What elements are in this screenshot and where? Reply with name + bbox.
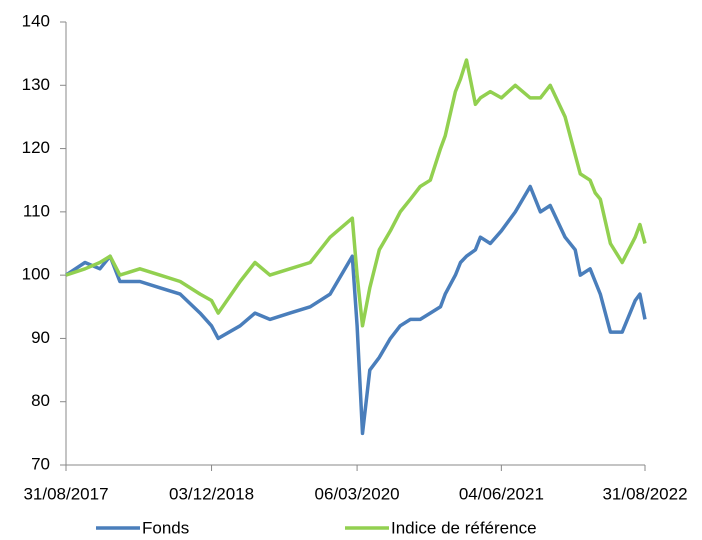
- x-tick-label: 31/08/2017: [23, 484, 108, 503]
- x-tick-label: 31/08/2022: [602, 484, 687, 503]
- legend-label: Fonds: [142, 518, 189, 537]
- y-tick-label: 110: [23, 201, 50, 220]
- series-line: [65, 184, 647, 436]
- y-tick-label: 130: [22, 75, 50, 94]
- y-tick-label: 70: [31, 454, 50, 473]
- y-tick-label: 90: [31, 328, 50, 347]
- series-line: [65, 58, 647, 328]
- y-tick-label: 80: [31, 391, 50, 410]
- y-tick-label: 100: [22, 265, 50, 284]
- legend-label: Indice de référence: [391, 518, 537, 537]
- x-tick-label: 06/03/2020: [315, 484, 400, 503]
- x-tick-label: 03/12/2018: [169, 484, 254, 503]
- y-tick-label: 140: [22, 11, 50, 30]
- x-tick-label: 04/06/2021: [459, 484, 544, 503]
- y-tick-label: 120: [22, 138, 50, 157]
